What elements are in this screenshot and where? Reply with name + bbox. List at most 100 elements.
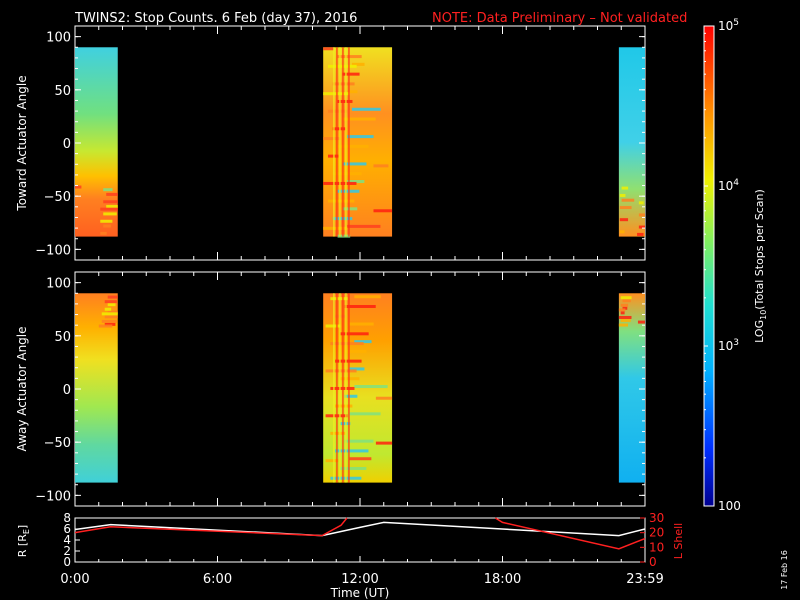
colorbar: 100 103 104 105 LOG10(Total Stops per Scan)	[703, 18, 768, 513]
heatmap-stripe	[75, 185, 82, 189]
heatmap-stripe	[349, 412, 381, 416]
heatmap-stripe	[100, 219, 113, 223]
heatmap-stripe	[347, 90, 358, 94]
heatmap-stripe	[327, 109, 348, 113]
heatmap-stripe	[618, 308, 626, 312]
heatmap-stripe	[107, 295, 118, 299]
heatmap-stripe	[619, 218, 629, 222]
heatmap-stripe	[354, 295, 381, 299]
heatmap-stripe	[337, 144, 369, 148]
y-tick-label: 50	[54, 330, 71, 345]
heatmap-stripe	[101, 312, 118, 316]
heatmap-stripe	[620, 296, 632, 300]
heatmap-stripe	[107, 303, 116, 307]
orbit-ylabel: R [RE]	[16, 525, 31, 557]
heatmap-stripe	[354, 385, 388, 389]
heatmap-stripe	[620, 303, 629, 307]
heatmap-stripe	[339, 466, 367, 470]
heatmap-stripe	[330, 297, 348, 301]
heatmap-stripe	[323, 226, 348, 230]
y-tick-label: 100	[46, 31, 71, 46]
heatmap-vertical-streak	[339, 47, 341, 237]
heatmap-stripe	[342, 117, 376, 121]
heatmap-stripe	[339, 422, 351, 426]
time-xlabel: Time (UT)	[330, 586, 390, 600]
heatmap-vertical-streak	[348, 47, 350, 237]
heatmap-stripe	[638, 213, 645, 217]
heatmap-block	[618, 47, 645, 237]
heatmap-stripe	[98, 324, 113, 328]
heatmap-stripe	[637, 320, 645, 324]
heatmap-stripe	[323, 137, 341, 141]
heatmap-stripe	[103, 224, 112, 228]
heatmap-stripe	[619, 193, 626, 197]
heatmap-stripe	[342, 162, 367, 166]
heatmap-stripe	[332, 127, 346, 131]
heatmap-stripe	[375, 441, 393, 445]
heatmap-vertical-streak	[333, 47, 335, 237]
orbit-y-tick-label: 6	[63, 522, 71, 536]
colorbar-tick-label: 104	[718, 178, 739, 193]
orbit-y-tick-label: 4	[63, 533, 71, 547]
heatmap-stripe	[354, 340, 372, 344]
x-tick-label: 0:00	[60, 572, 89, 587]
heatmap-stripe	[351, 62, 365, 66]
heatmap-stripe	[621, 198, 635, 202]
toward-ylabel: Toward Actuator Angle	[15, 75, 29, 211]
heatmap-stripe	[351, 107, 381, 111]
orbit-right-tick-label: 20	[649, 526, 664, 540]
heatmap-stripe	[347, 135, 374, 139]
heatmap-stripe	[620, 318, 631, 322]
orbit-right-tick-label: 0	[649, 555, 657, 569]
heatmap-stripe	[104, 315, 118, 319]
heatmap-stripe	[101, 319, 117, 323]
r-re-line	[74, 521, 646, 537]
colorbar-tick-label: 100	[718, 499, 741, 513]
heatmap-stripe	[349, 457, 372, 461]
heatmap-stripe	[347, 224, 381, 228]
y-tick-label: 0	[63, 137, 71, 152]
y-tick-label: −100	[35, 243, 71, 258]
l-shell-line	[494, 517, 646, 550]
heatmap-stripe	[332, 172, 362, 176]
orbit-panel-frame	[74, 517, 646, 563]
away-ylabel: Away Actuator Angle	[15, 326, 29, 451]
heatmap-stripe	[618, 315, 632, 319]
y-tick-label: 0	[63, 383, 71, 398]
l-shell-label: L Shell	[672, 523, 685, 559]
heatmap-stripe	[618, 323, 629, 327]
heatmap-vertical-streak	[345, 293, 347, 483]
heatmap-stripe	[619, 206, 632, 210]
heatmap-stripe	[638, 225, 645, 229]
heatmap-stripe	[103, 212, 117, 216]
heatmap-vertical-streak	[339, 293, 341, 483]
heatmap-vertical-streak	[336, 47, 338, 237]
heatmap-stripe	[323, 47, 334, 51]
heatmap-stripe	[349, 367, 365, 371]
colorbar-scale	[703, 25, 715, 507]
heatmap-stripe	[106, 205, 118, 209]
heatmap-stripe	[330, 342, 364, 346]
heatmap-vertical-streak	[348, 293, 350, 483]
heatmap-stripe	[325, 369, 357, 373]
heatmap-stripe	[337, 99, 353, 103]
heatmap-stripe	[106, 192, 118, 196]
colorbar-tick-label: 105	[718, 18, 739, 33]
heatmap-stripe	[622, 306, 628, 310]
x-tick-label: 12:00	[341, 572, 378, 587]
heatmap-stripe	[344, 304, 376, 308]
orbit-y-tick-label: 8	[63, 511, 71, 525]
heatmap-stripe	[344, 349, 367, 353]
heatmap-stripe	[619, 230, 625, 234]
heatmap-stripe	[339, 377, 360, 381]
side-date: 17 Feb 16	[780, 550, 789, 590]
orbit-y-tick-label: 0	[63, 555, 71, 569]
heatmap-vertical-streak	[333, 293, 335, 483]
heatmap-stripe	[342, 207, 358, 211]
heatmap-stripe	[375, 396, 393, 400]
heatmap-stripe	[330, 431, 346, 435]
x-tick-label: 6:00	[203, 572, 232, 587]
page-title: TWINS2: Stop Counts. 6 Feb (day 37), 201…	[74, 11, 357, 26]
away-angle-panel: 100 50 0 −50 −100 Away Actuator Angle	[15, 271, 646, 507]
